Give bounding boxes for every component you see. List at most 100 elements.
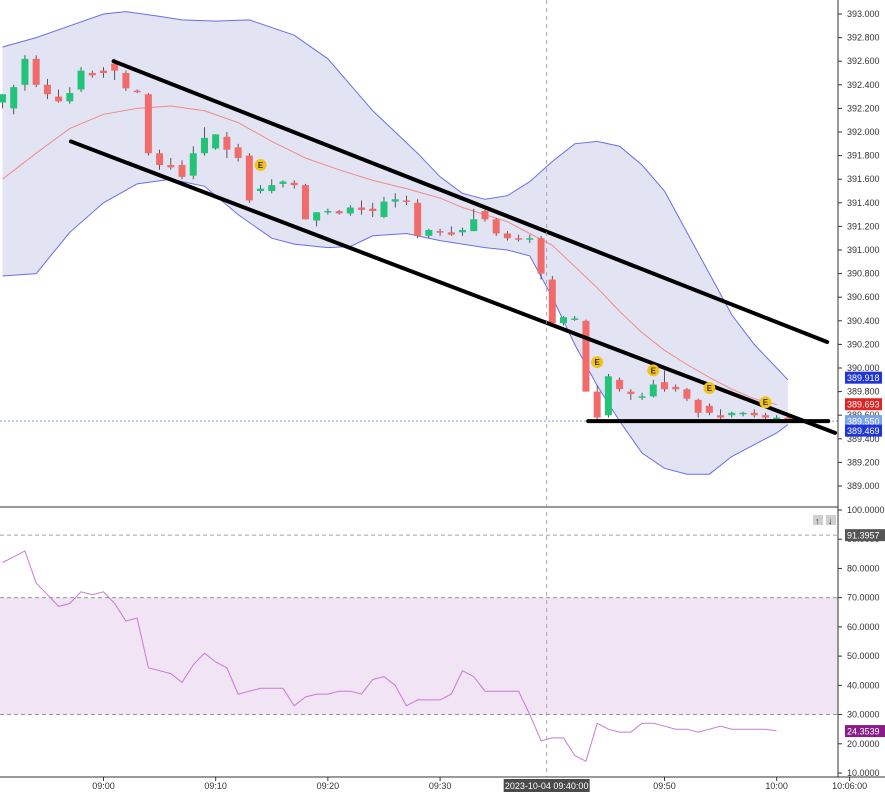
candle-body [773, 417, 781, 420]
time-tick-label: 09:00 [92, 781, 115, 791]
candle [189, 146, 197, 180]
crosshair-time-label: 2023-10-04 09:40:00 [505, 781, 589, 791]
candle-body [21, 58, 29, 85]
candle [436, 228, 444, 236]
rsi-tag-label: 91.3957 [847, 531, 880, 541]
rsi-overbought-oversold-band [0, 597, 838, 715]
candle [66, 87, 74, 104]
candle-body [380, 201, 388, 217]
candle-body [189, 153, 197, 176]
candle-body [616, 379, 624, 390]
candle-body [268, 185, 276, 191]
price-tick-label: 390.000 [847, 363, 880, 373]
candle-body [593, 391, 601, 418]
candle-body [324, 211, 332, 213]
candle-body [335, 211, 343, 214]
candle-body [212, 134, 220, 149]
candle [761, 412, 769, 420]
rsi-tag: 24.3539 [845, 725, 885, 738]
candle [739, 411, 747, 417]
candle [257, 185, 265, 194]
time-axis[interactable]: 09:00 09:10 09:20 09:30 09:50 10:00 10:06:00 20… [0, 776, 885, 792]
move-pane-down-icon[interactable] [826, 515, 836, 525]
candle [133, 89, 141, 94]
candle [548, 275, 556, 324]
earnings-icon [647, 364, 660, 377]
candle [582, 319, 590, 392]
rsi-tick-label: 100.0000 [847, 505, 885, 515]
candle [268, 179, 276, 194]
candle-body [301, 185, 309, 220]
candle-body [391, 199, 399, 202]
candle-body [10, 87, 18, 109]
candle-body [717, 415, 725, 418]
candle [290, 180, 298, 189]
earnings-mark[interactable]: E [703, 382, 716, 395]
rsi-axis[interactable]: 100.000090.000080.000070.000060.000050.0… [838, 505, 885, 778]
bollinger-bands [0, 11, 838, 475]
earnings-label: E [651, 366, 657, 375]
time-tick-label: 09:10 [204, 781, 227, 791]
candle [10, 84, 18, 115]
candle [369, 202, 377, 217]
candle-body [257, 188, 265, 191]
price-tick-label: 390.800 [847, 269, 880, 279]
time-tick-label: 09:20 [317, 781, 340, 791]
candle-body [459, 229, 467, 233]
earnings-mark[interactable]: E [254, 159, 267, 172]
candle-body [515, 238, 523, 240]
price-tick-label: 392.000 [847, 127, 880, 137]
candle-body [245, 155, 253, 201]
candle-body [683, 389, 691, 399]
candle [537, 235, 545, 280]
candle-body [77, 70, 85, 90]
earnings-label: E [594, 358, 600, 367]
earnings-mark[interactable]: E [591, 356, 604, 369]
price-tag-bg [845, 424, 882, 437]
price-tag-bg [845, 415, 882, 428]
price-axis[interactable]: 393.000 392.800 392.600 392.400 392.200 392.0… [837, 0, 882, 777]
candle-body [414, 202, 422, 236]
candle-body [784, 417, 792, 420]
price-tick-label: 392.800 [847, 33, 880, 43]
candle [560, 316, 567, 326]
candle [750, 409, 758, 418]
crosshair-time-bg [503, 779, 590, 792]
candle-body [167, 165, 175, 168]
rsi-series [0, 534, 838, 763]
price-pane: E E E E E [0, 11, 838, 475]
candle-body [672, 386, 680, 390]
price-tick-label: 393.000 [847, 9, 880, 19]
candle-body [144, 94, 152, 154]
candle [122, 70, 130, 91]
rsi-tag: 91.3957 [845, 529, 885, 542]
candle [414, 199, 422, 239]
price-tick-label: 391.800 [847, 151, 880, 161]
candle [705, 403, 713, 416]
candle [313, 212, 321, 227]
candle [717, 409, 725, 419]
price-tag-label: 389.918 [847, 373, 880, 383]
candle [425, 228, 433, 239]
candle-body [111, 63, 119, 71]
candle [346, 205, 354, 216]
candle [279, 180, 287, 188]
candle [88, 70, 96, 78]
candle-body [739, 412, 747, 415]
candle [32, 55, 40, 88]
arrow-up-icon: ↑ [815, 516, 820, 526]
candle [571, 316, 579, 321]
trendline[interactable] [111, 59, 830, 345]
candle-body [43, 84, 51, 95]
rsi-tick-label: 10.0000 [847, 768, 880, 778]
earnings-mark[interactable]: E [759, 396, 772, 409]
earnings-mark[interactable]: E [647, 364, 660, 377]
candle [167, 157, 175, 170]
price-tag-bg [845, 371, 882, 384]
price-tick-label: 390.400 [847, 316, 880, 326]
candle-body [728, 412, 736, 416]
candle [515, 234, 523, 242]
candle-body [638, 396, 646, 398]
move-pane-up-icon[interactable] [813, 515, 823, 525]
